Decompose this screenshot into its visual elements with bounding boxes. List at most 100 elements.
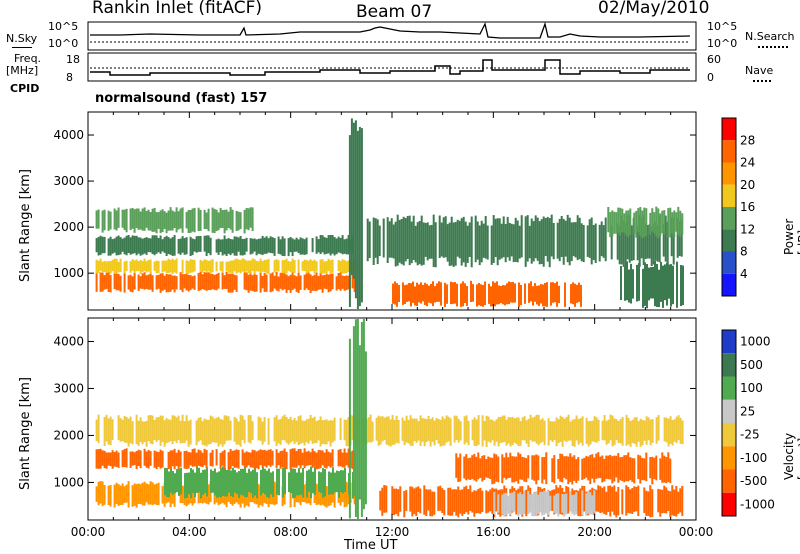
power-cell [145,275,148,289]
power-cell [321,275,324,293]
power-region-4 [348,118,363,309]
power-cell [133,209,136,233]
velocity-cell [371,421,374,442]
velocity-cell [209,415,212,444]
velocity-cell [299,415,302,444]
velocity-cell [121,450,124,468]
velocity-cell [533,455,536,481]
velocity-cell [247,480,250,507]
power-cell [615,212,618,234]
velocity-cell [252,469,254,498]
velocity-cell [327,451,330,467]
power-cell [331,273,334,290]
power-cell [251,238,254,254]
velocity-cell [511,492,514,512]
power-cell [155,275,158,290]
power-cell [351,273,354,289]
power-cell [101,210,104,233]
power-cell [662,265,664,308]
power-cell [488,283,490,304]
power-cell [319,235,322,255]
power-cell [159,273,162,293]
velocity-cell [167,419,170,443]
velocity-cell [403,420,406,446]
power-cell [676,218,679,258]
velocity-cell [157,452,160,467]
velocity-cell [187,452,190,469]
velocity-cell [231,450,234,467]
velocity-cell [211,416,214,442]
power-cell [219,261,222,271]
velocity-cell [289,416,292,443]
velocity-cell [633,417,636,444]
velocity-cell [325,486,328,508]
power-cell [293,275,296,289]
velocity-cell [427,489,430,511]
velocity-cell [331,420,334,443]
velocity-cell [369,414,372,443]
velocity-cell [495,488,498,512]
velocity-cell [161,415,164,443]
power-cell [649,212,652,235]
power-cell [191,238,194,256]
velocity-cell [609,485,612,517]
power-cell [532,286,534,306]
velocity-cell [339,481,342,506]
velocity-cell [199,450,202,467]
velocity-cell [385,485,388,513]
velocity-cell [341,486,344,503]
power-cell [530,218,533,264]
power-cell [167,210,170,231]
power-cell [368,221,371,259]
velocity-cell [185,450,188,469]
power-cell [327,235,330,254]
power-cell [670,217,673,257]
velocity-cell [491,419,494,441]
power-cell [611,210,614,237]
velocity-cell [449,487,452,516]
power-cell [307,272,310,290]
velocity-cell [629,420,632,447]
velocity-cell [649,457,652,479]
power-cell [261,275,264,289]
velocity-cell [260,469,262,496]
velocity-cell [153,484,156,505]
power-cell [341,259,344,274]
velocity-cell [645,416,648,445]
velocity-cell [603,415,606,441]
velocity-cell [257,450,260,470]
power-cell [265,274,268,292]
freq-tick-top: 18 [66,53,80,66]
power-cell [464,221,467,267]
power-cell [159,235,162,254]
velocity-cell [457,486,460,518]
power-cell [287,238,290,257]
power-cell [329,260,332,274]
power-cell [616,223,619,260]
velocity-cell [617,486,620,516]
velocity-cell [379,416,382,445]
power-cell [283,238,286,257]
power-cell [472,284,474,302]
velocity-cell [281,450,284,468]
power-cell [343,260,346,274]
velocity-cell [347,416,350,447]
power-cell [215,239,218,253]
velocity-cell [313,416,316,444]
power-cell [161,239,164,252]
velocity-cell [601,455,604,483]
power-cell [536,217,539,261]
power-cell [558,285,560,304]
velocity-cell [248,468,250,492]
power-cell [618,225,621,265]
power-cell [460,283,462,307]
power-cell [97,209,100,229]
velocity-cell [567,487,570,514]
power-cell [189,236,192,256]
velocity-cell [189,452,192,466]
power-cell [189,259,192,273]
velocity-cell [299,448,302,469]
power-cell [635,210,638,238]
power-cell [454,222,457,266]
velocity-cell [663,455,666,483]
